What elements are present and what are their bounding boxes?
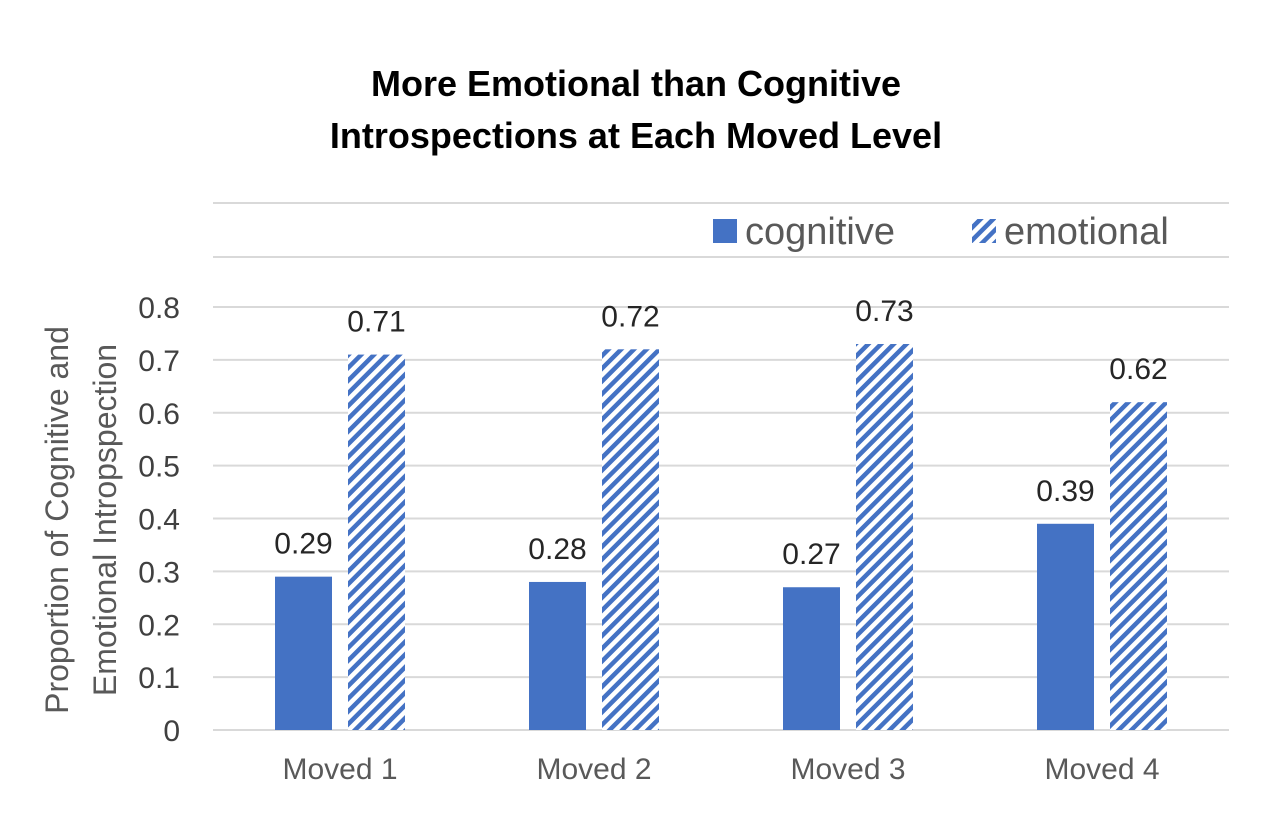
bar-emotional-1 bbox=[348, 354, 405, 730]
y-tick-label: 0 bbox=[163, 715, 180, 748]
data-label-cognitive-3: 0.27 bbox=[782, 538, 840, 571]
bar-cognitive-2 bbox=[529, 581, 586, 730]
data-label-emotional-3: 0.73 bbox=[855, 295, 913, 328]
y-tick-label: 0.6 bbox=[138, 398, 180, 431]
y-tick-label: 0.1 bbox=[138, 662, 180, 695]
bar-emotional-4 bbox=[1110, 402, 1167, 730]
bar-cognitive-4 bbox=[1037, 523, 1094, 730]
bar-cognitive-1 bbox=[275, 576, 332, 730]
y-tick-label: 0.8 bbox=[138, 292, 180, 325]
bar-emotional-3 bbox=[856, 344, 913, 730]
bar-cognitive-3 bbox=[783, 587, 840, 730]
data-label-emotional-4: 0.62 bbox=[1109, 353, 1167, 386]
y-tick-label: 0.5 bbox=[138, 451, 180, 484]
data-label-emotional-2: 0.72 bbox=[601, 300, 659, 333]
bar-emotional-2 bbox=[602, 349, 659, 730]
x-category-label: Moved 2 bbox=[536, 753, 651, 786]
legend-swatch-emotional bbox=[972, 219, 996, 243]
chart-title-line-1: More Emotional than Cognitive bbox=[371, 63, 901, 104]
data-label-cognitive-4: 0.39 bbox=[1036, 475, 1094, 508]
y-tick-label: 0.7 bbox=[138, 345, 180, 378]
y-tick-label: 0.2 bbox=[138, 609, 180, 642]
y-tick-label: 0.4 bbox=[138, 504, 180, 537]
chart-title-line-2: Introspections at Each Moved Level bbox=[330, 115, 942, 156]
data-label-cognitive-2: 0.28 bbox=[528, 533, 586, 566]
y-tick-label: 0.3 bbox=[138, 556, 180, 589]
y-axis-title-line-2: Emotional Intropspection bbox=[87, 344, 123, 696]
legend-swatch-cognitive bbox=[713, 219, 737, 243]
data-label-cognitive-1: 0.29 bbox=[274, 528, 332, 561]
data-label-emotional-1: 0.71 bbox=[347, 306, 405, 339]
legend-label-emotional: emotional bbox=[1004, 211, 1169, 253]
x-category-label: Moved 1 bbox=[282, 753, 397, 786]
x-category-label: Moved 4 bbox=[1044, 753, 1159, 786]
x-category-label: Moved 3 bbox=[790, 753, 905, 786]
y-axis-title-line-1: Proportion of Cognitive and bbox=[39, 326, 75, 714]
legend-label-cognitive: cognitive bbox=[745, 211, 895, 253]
